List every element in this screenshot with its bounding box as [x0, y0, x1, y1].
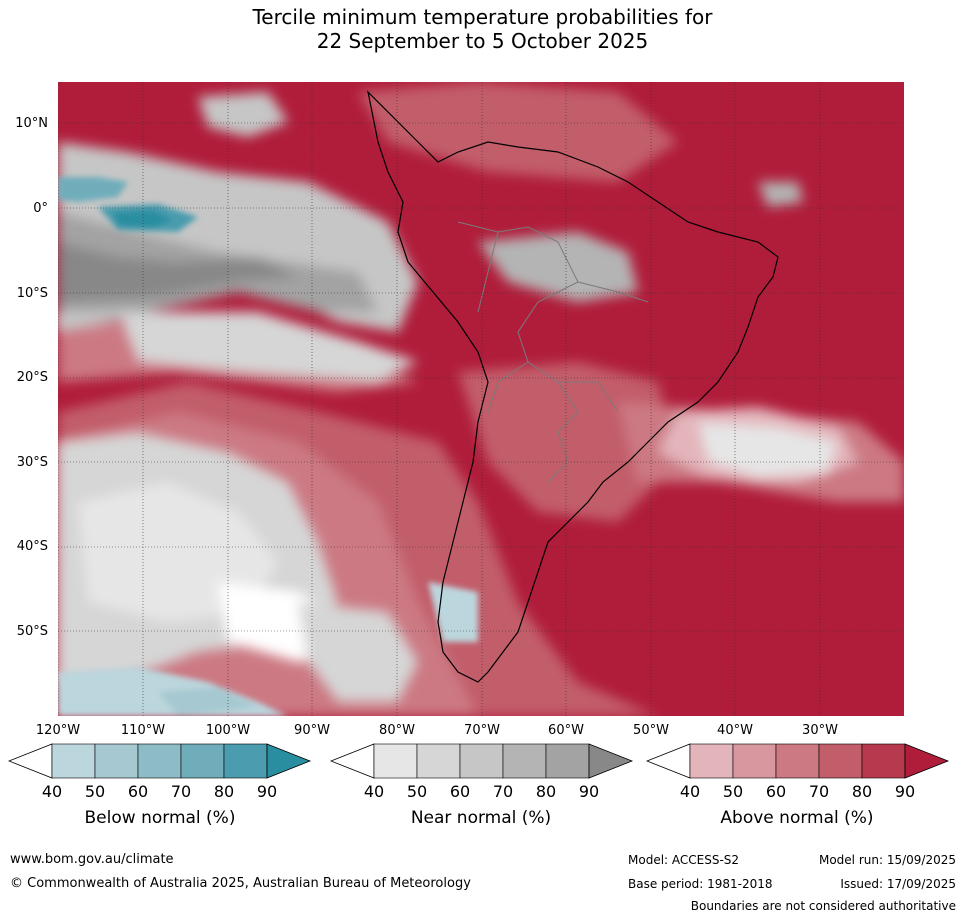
near-normal-title: Near normal (%): [410, 808, 552, 828]
lat-label: 10°S: [16, 286, 48, 301]
below-colorbar-over-extension: [266, 743, 312, 779]
near-normal-region: [198, 92, 288, 137]
near-colorbar-segment: [416, 743, 461, 779]
above-normal-medium-region: [358, 82, 678, 182]
below-normal-region: [113, 210, 173, 228]
above-colorbar-segment: [689, 743, 734, 779]
lat-label: 40°S: [16, 539, 48, 554]
lon-label: 90°W: [294, 723, 330, 738]
above-colorbar-segment: [732, 743, 777, 779]
below-colorbar-segment: [223, 743, 268, 779]
lon-label: 120°W: [35, 723, 81, 738]
near-normal-region: [698, 422, 838, 477]
near-colorbar-tick-label: 70: [492, 782, 514, 801]
below-normal-colorbar: [8, 743, 312, 779]
disclaimer-text: Boundaries are not considered authoritat…: [690, 899, 956, 913]
lat-label: 0°: [33, 201, 48, 216]
above-colorbar-tick-label: 60: [765, 782, 787, 801]
model-text: Model: ACCESS-S2: [628, 853, 740, 867]
below-colorbar-tick-label: 40: [41, 782, 63, 801]
below-colorbar-tick-label: 70: [170, 782, 192, 801]
below-normal-region: [58, 177, 128, 202]
near-colorbar-under-extension: [330, 743, 375, 779]
country-borders: [457, 221, 649, 483]
map-title-line2: 22 September to 5 October 2025: [316, 29, 649, 53]
lon-label: 110°W: [120, 723, 166, 738]
above-normal-title: Above normal (%): [720, 808, 874, 828]
above-normal-colorbar: [646, 743, 950, 779]
above-colorbar-over-extension: [904, 743, 950, 779]
copyright-text: © Commonwealth of Australia 2025, Austra…: [10, 876, 471, 891]
near-colorbar-tick-label: 80: [535, 782, 557, 801]
above-normal-medium-region: [458, 362, 678, 522]
near-colorbar-segment: [373, 743, 418, 779]
above-colorbar-tick-label: 80: [851, 782, 873, 801]
near-colorbar-tick-label: 60: [449, 782, 471, 801]
lat-label: 50°S: [16, 624, 48, 639]
near-colorbar-over-extension: [588, 743, 634, 779]
above-colorbar-segment: [861, 743, 906, 779]
map-grid: [58, 82, 904, 716]
probability-map: [58, 82, 904, 716]
lat-label: 20°S: [16, 370, 48, 385]
below-colorbar-segment: [94, 743, 139, 779]
below-colorbar-segment: [180, 743, 225, 779]
above-colorbar-segment: [818, 743, 863, 779]
below-normal-title: Below normal (%): [84, 808, 236, 828]
near-normal-region: [478, 232, 638, 302]
above-colorbar-tick-label: 40: [679, 782, 701, 801]
above-colorbar-segment: [775, 743, 820, 779]
below-normal-region: [158, 687, 258, 716]
lat-label: 30°S: [16, 455, 48, 470]
map-title-line1: Tercile minimum temperature probabilitie…: [252, 5, 713, 29]
below-colorbar-tick-label: 60: [127, 782, 149, 801]
near-normal-region: [58, 242, 298, 302]
near-colorbar-segment: [459, 743, 504, 779]
base-period-text: Base period: 1981-2018: [628, 877, 773, 891]
above-colorbar-under-extension: [646, 743, 691, 779]
near-normal-colorbar: [330, 743, 634, 779]
near-colorbar-tick-label: 90: [578, 782, 600, 801]
below-colorbar-tick-label: 80: [213, 782, 235, 801]
lon-label: 100°W: [205, 723, 251, 738]
near-normal-region: [298, 602, 418, 702]
near-normal-region: [118, 312, 418, 382]
below-colorbar-segment: [51, 743, 96, 779]
lon-label: 60°W: [548, 723, 584, 738]
near-colorbar-tick-label: 40: [363, 782, 385, 801]
above-colorbar-tick-label: 70: [808, 782, 830, 801]
below-colorbar-tick-label: 90: [256, 782, 278, 801]
model-run-text: Model run: 15/09/2025: [818, 853, 956, 867]
above-colorbar-tick-label: 90: [894, 782, 916, 801]
below-normal-region: [428, 582, 478, 642]
below-colorbar-tick-label: 50: [84, 782, 106, 801]
south-america-coastline: [367, 90, 779, 683]
near-colorbar-segment: [502, 743, 547, 779]
near-colorbar-tick-label: 50: [406, 782, 428, 801]
lon-label: 40°W: [717, 723, 753, 738]
lon-label: 70°W: [464, 723, 500, 738]
near-colorbar-segment: [545, 743, 590, 779]
website-text: www.bom.gov.au/climate: [10, 852, 174, 867]
lon-label: 80°W: [379, 723, 415, 738]
issued-text: Issued: 17/09/2025: [840, 877, 956, 891]
lon-label: 30°W: [802, 723, 838, 738]
near-normal-region: [758, 182, 803, 207]
below-colorbar-under-extension: [8, 743, 53, 779]
lat-label: 10°N: [15, 116, 48, 131]
above-colorbar-tick-label: 50: [722, 782, 744, 801]
below-colorbar-segment: [137, 743, 182, 779]
lon-label: 50°W: [633, 723, 669, 738]
